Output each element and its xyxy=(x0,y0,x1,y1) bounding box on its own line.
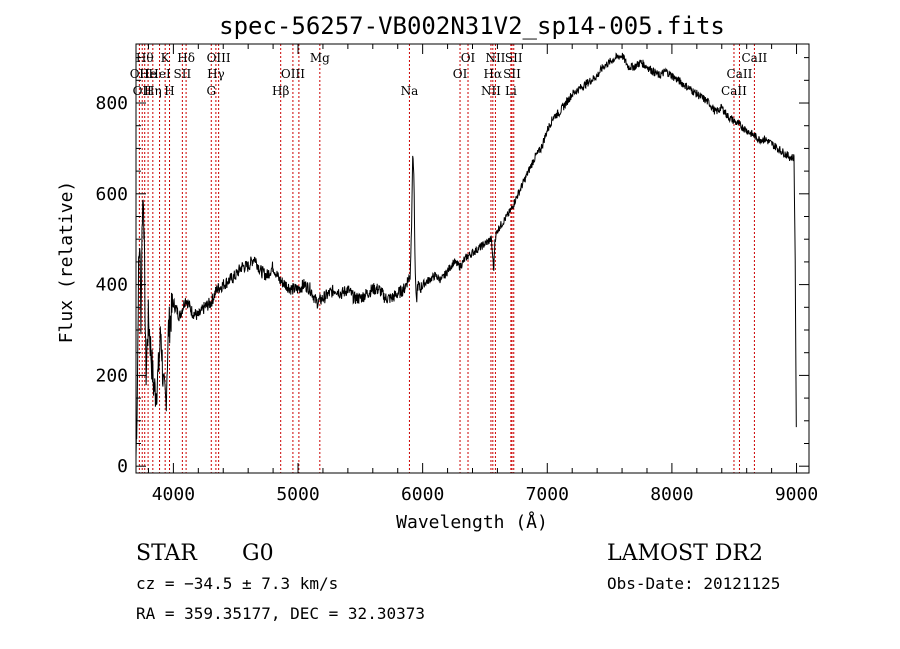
line-label: Hη xyxy=(144,84,162,98)
line-label: SII xyxy=(174,67,192,81)
line-label: CaII xyxy=(741,51,767,65)
line-label: Hγ xyxy=(207,67,225,81)
x-tick-label: 5000 xyxy=(276,484,319,505)
object-class: STAR xyxy=(136,541,198,566)
x-axis-label: Wavelength (Å) xyxy=(396,511,548,533)
y-tick-label: 800 xyxy=(95,93,128,114)
line-label: Na xyxy=(401,84,419,98)
survey-name: LAMOST DR2 xyxy=(607,541,763,566)
line-markers xyxy=(138,44,755,473)
plot-frame xyxy=(135,43,810,474)
obs-date: Obs-Date: 20121125 xyxy=(607,574,780,593)
x-tick-label: 6000 xyxy=(401,484,444,505)
line-label: OIII xyxy=(207,51,231,65)
y-axis-label: Flux (relative) xyxy=(56,181,77,344)
x-axis: 4000 5000 6000 7000 8000 9000 xyxy=(147,44,818,505)
line-label: Hβ xyxy=(272,84,289,98)
line-label: NII xyxy=(481,84,501,98)
line-label: Hδ xyxy=(177,51,195,65)
line-label: SII xyxy=(503,67,521,81)
spectrum-line xyxy=(135,52,797,458)
line-label: Hθ xyxy=(136,51,154,65)
line-label: OI xyxy=(461,51,476,65)
x-tick-label: 8000 xyxy=(650,484,693,505)
y-tick-label: 400 xyxy=(95,275,128,296)
line-label: OI xyxy=(453,67,468,81)
line-label: He xyxy=(139,67,157,81)
line-label: H xyxy=(164,84,174,98)
x-tick-label: 7000 xyxy=(526,484,569,505)
line-label: SII xyxy=(505,51,523,65)
x-tick-label: 4000 xyxy=(152,484,195,505)
line-label: CaII xyxy=(721,84,747,98)
line-label: Hα xyxy=(484,67,503,81)
x-tick-label: 9000 xyxy=(775,484,818,505)
chart-title: spec-56257-VB002N31V2_sp14-005.fits xyxy=(219,12,725,40)
object-subclass: G0 xyxy=(242,541,274,566)
y-tick-label: 200 xyxy=(95,365,128,386)
line-label: NII xyxy=(485,51,505,65)
line-label: G xyxy=(206,84,216,98)
line-label: HeI xyxy=(148,67,171,81)
line-label: OII xyxy=(130,67,150,81)
y-tick-label: 600 xyxy=(95,184,128,205)
line-labels: OIIOIIHθHeHηHeIKHSIIHδGHγOIIIHβOIIIMgNaO… xyxy=(130,51,768,98)
line-label: Mg xyxy=(310,51,330,65)
line-label: OIII xyxy=(281,67,305,81)
y-tick-label: 0 xyxy=(117,456,128,477)
line-label: Li xyxy=(505,84,517,98)
coordinates-text: RA = 359.35177, DEC = 32.30373 xyxy=(136,604,425,623)
line-label: OII xyxy=(133,84,153,98)
y-axis: 0 200 400 600 800 xyxy=(95,57,809,477)
redshift-text: cz = −34.5 ± 7.3 km/s xyxy=(136,574,338,593)
line-label: CaII xyxy=(727,67,753,81)
line-label: K xyxy=(161,51,171,65)
